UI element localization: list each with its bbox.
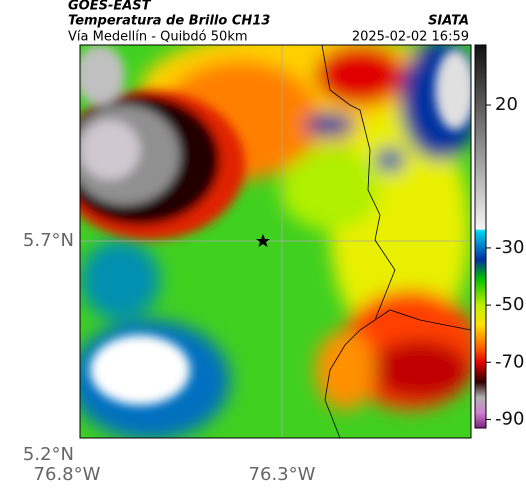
product-name: Temperatura de Brillo CH13 [68,14,270,29]
colorbar-ticks: 20 -30 -50 -70 -90 [486,94,524,429]
lon-label: 76.8°W [34,464,101,485]
lat-label: 5.2°N [23,444,74,465]
route-name: Vía Medellín - Quibdó 50km [68,30,248,45]
colorbar [474,44,487,429]
colorbar-tick-label: -30 [495,237,524,258]
satellite-name: GOES-EAST [68,0,152,14]
brightness-temperature-image [80,45,471,438]
colorbar-tick-label: -90 [495,408,524,429]
department-border [321,45,471,438]
colorbar-tick-label: -70 [495,351,524,372]
lon-label: 76.3°W [249,464,316,485]
source-name: SIATA [428,14,469,29]
timestamp: 2025-02-02 16:59 [352,30,469,45]
lat-label: 5.7°N [23,230,74,251]
map-frame [79,44,472,439]
colorbar-tick-label: -50 [495,294,524,315]
location-star [256,234,270,247]
colorbar-tick-label: 20 [495,94,518,115]
